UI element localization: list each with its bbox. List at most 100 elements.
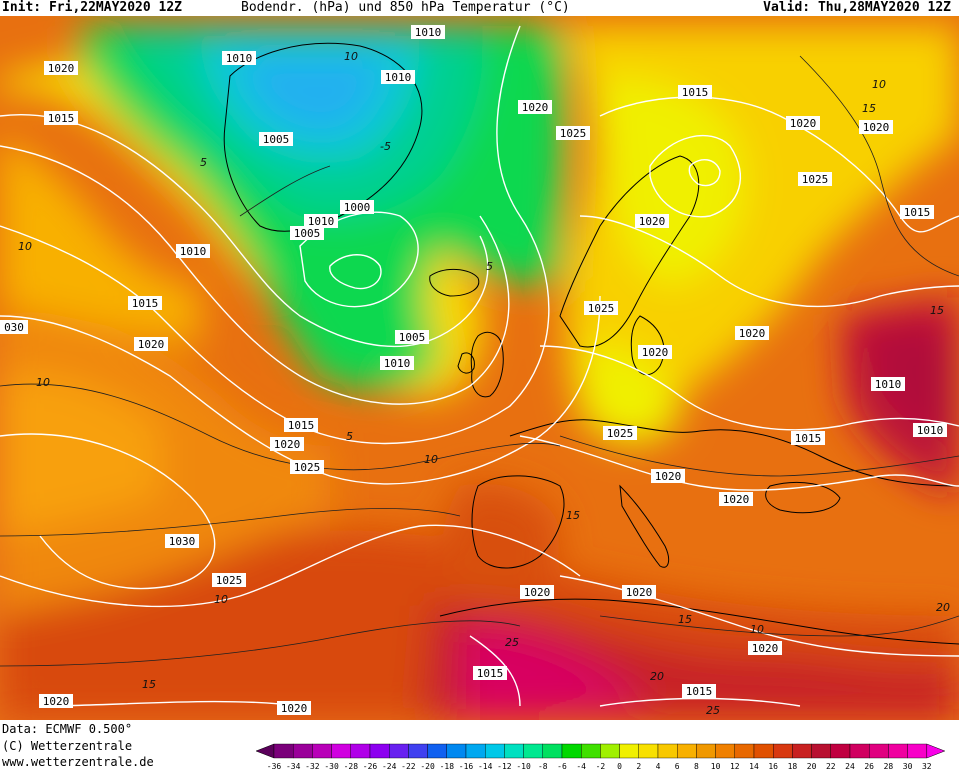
scale-swatch: [581, 743, 601, 759]
scale-swatch: [792, 743, 812, 759]
map-header: Init: Fri,22MAY2020 12Z Bodendr. (hPa) u…: [0, 0, 959, 16]
isobar-label: 1020: [752, 642, 779, 655]
isobar-label: 1020: [48, 62, 75, 75]
scale-tick-label: 28: [883, 762, 894, 771]
map-title: Bodendr. (hPa) und 850 hPa Temperatur (°…: [241, 0, 570, 15]
scale-swatch: [504, 743, 524, 759]
scale-tick-label: -20: [420, 762, 435, 771]
isobar-label: 1025: [294, 461, 321, 474]
temp-label: 15: [862, 102, 876, 115]
isobar-label: 1015: [682, 86, 709, 99]
scale-tick-label: 32: [921, 762, 932, 771]
isobar-label: 1020: [790, 117, 817, 130]
isobar-label: 1015: [132, 297, 159, 310]
scale-swatch: [446, 743, 467, 759]
copyright: (C) Wetterzentrale: [2, 739, 133, 753]
scale-swatch: [696, 743, 716, 759]
isobar-label: 030: [4, 321, 24, 334]
isobar-label: 1010: [875, 378, 902, 391]
scale-tick-label: -10: [516, 762, 531, 771]
isobar-label: 1010: [385, 71, 412, 84]
isobar-label: 1015: [288, 419, 315, 432]
isobar-label: 1010: [180, 245, 207, 258]
scale-swatch: [369, 743, 390, 759]
scale-swatch: [734, 743, 755, 759]
scale-swatch: [427, 743, 448, 759]
isobar-label: 1015: [795, 432, 822, 445]
scale-tick-label: 26: [864, 762, 875, 771]
scale-swatch: [293, 743, 313, 759]
scale-swatch: [657, 743, 678, 759]
isobar-label: 1025: [560, 127, 587, 140]
scale-tick-label: -26: [362, 762, 378, 771]
scale-arrow-left: [256, 743, 275, 759]
scale-swatch: [869, 743, 889, 759]
temp-label: 15: [566, 509, 580, 522]
scale-tick-label: 18: [787, 762, 798, 771]
temp-label: 10: [36, 376, 50, 389]
scale-tick-label: 30: [902, 762, 913, 771]
scale-tick-label: -28: [343, 762, 359, 771]
temp-label: 25: [706, 704, 720, 717]
isobar-label: 1015: [904, 206, 931, 219]
isobar-label: 1020: [863, 121, 890, 134]
isobar-label: 1015: [477, 667, 504, 680]
isobar-label: 1025: [607, 427, 634, 440]
isobar-label: 1010: [917, 424, 944, 437]
scale-tick-label: -30: [324, 762, 339, 771]
temp-label: 10: [214, 593, 228, 606]
scale-swatch: [523, 743, 544, 759]
scale-tick-label: 4: [655, 762, 661, 771]
scale-swatch: [715, 743, 736, 759]
weather-map: 1010 1010 1020 1010 1015 1005 1020 1025 …: [0, 16, 959, 720]
isobar-label: 1005: [263, 133, 290, 146]
temp-label: 10: [18, 240, 32, 253]
isobar-label: 1025: [802, 173, 829, 186]
temp-label: 15: [142, 678, 156, 691]
isobars: [0, 25, 959, 707]
scale-tick-label: -22: [401, 762, 416, 771]
scale-swatch: [408, 743, 428, 759]
scale-tick-label: -4: [576, 762, 587, 771]
temp-label: 25: [505, 636, 519, 649]
scale-tick-label: 20: [806, 762, 817, 771]
isobar-labels: 1010 1010 1020 1010 1015 1005 1020 1025 …: [0, 25, 947, 715]
isobar-label: 1020: [655, 470, 682, 483]
scale-tick-label: -32: [305, 762, 320, 771]
scale-tick-label: 0: [617, 762, 623, 771]
scale-swatch: [312, 743, 332, 759]
isobar-label: 1015: [686, 685, 713, 698]
website: www.wetterzentrale.de: [2, 755, 154, 769]
isobar-label: 1010: [384, 357, 411, 370]
scale-tick-label: -2: [595, 762, 606, 771]
scale-swatch: [830, 743, 851, 759]
isobar-label: 1010: [415, 26, 442, 39]
scale-tick-label: -34: [285, 762, 301, 771]
isobar-label: 1000: [344, 201, 371, 214]
scale-tick-label: -16: [458, 762, 474, 771]
temp-label: 10: [872, 78, 886, 91]
temp-label: 15: [930, 304, 944, 317]
isobar-label: 1015: [48, 112, 75, 125]
isobar-label: 1020: [522, 101, 549, 114]
scale-tick-label: -14: [477, 762, 493, 771]
scale-tick-label: 14: [749, 762, 759, 771]
valid-time: Valid: Thu,28MAY2020 12Z: [763, 0, 951, 15]
scale-swatch: [677, 743, 697, 759]
temp-label: 20: [650, 670, 664, 683]
scale-swatch: [484, 743, 505, 759]
temp-label: 10: [424, 453, 438, 466]
scale-swatch: [331, 743, 351, 759]
scale-swatch: [849, 743, 870, 759]
scale-tick-label: 6: [674, 762, 680, 771]
scale-swatch: [465, 743, 486, 759]
scale-tick-label: 24: [845, 762, 855, 771]
isobar-label: 1020: [739, 327, 766, 340]
scale-swatch: [888, 743, 908, 759]
temp-label: 10: [750, 623, 764, 636]
isobar-label: 1010: [226, 52, 253, 65]
scale-swatch: [388, 743, 409, 759]
isobar-label: 1025: [216, 574, 243, 587]
coastlines: [223, 42, 959, 645]
temp-label: 15: [678, 613, 692, 626]
